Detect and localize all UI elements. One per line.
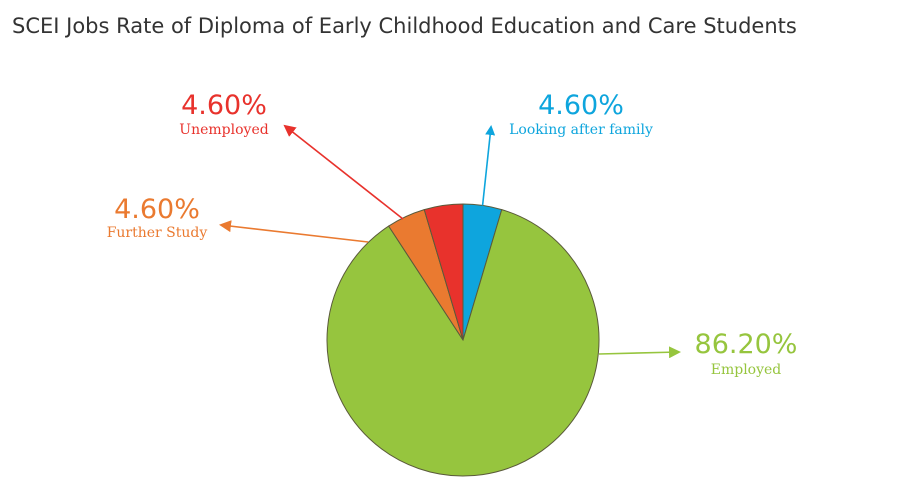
data-label-value-further-study: 4.60% (114, 194, 200, 225)
pie-slice-employed (326, 209, 600, 477)
data-label-category-employed: Employed (711, 362, 782, 378)
data-label-value-looking-after-family: 4.60% (538, 90, 624, 121)
chart-title: SCEI Jobs Rate of Diploma of Early Child… (12, 14, 797, 38)
data-label-category-looking-after-family: Looking after family (509, 122, 653, 138)
data-label-category-unemployed: Unemployed (179, 122, 268, 138)
pie-slice-unemployed (423, 203, 464, 341)
leader-arrow-further-study (219, 220, 369, 243)
leader-arrow-employed (598, 346, 681, 359)
leader-arrow-unemployed (283, 124, 404, 220)
data-label-category-further-study: Further Study (107, 225, 208, 241)
leader-arrow-looking-after-family (481, 125, 496, 206)
data-label-value-employed: 86.20% (695, 329, 798, 360)
data-label-value-unemployed: 4.60% (181, 90, 267, 121)
